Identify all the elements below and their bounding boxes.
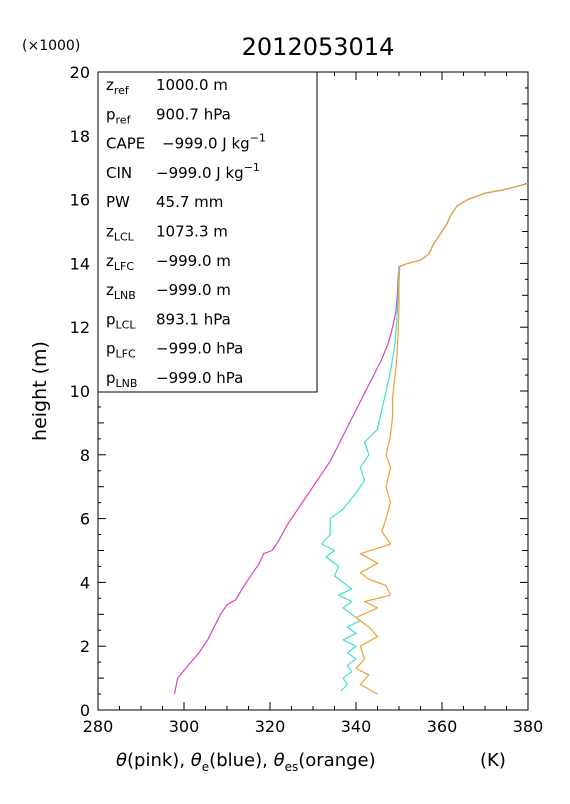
y-tick-label: 16 <box>70 191 90 210</box>
y-tick-label: 8 <box>80 446 90 465</box>
info-label: zref <box>106 76 130 97</box>
info-label: CIN <box>106 164 132 182</box>
series-group <box>173 183 529 695</box>
info-label: PW <box>106 193 130 211</box>
x-axis-label: θ(pink), θe(blue), θes(orange) <box>116 750 376 774</box>
x-tick-label: 360 <box>427 717 458 736</box>
info-label: zLFC <box>106 252 134 273</box>
info-label: zLCL <box>106 223 135 244</box>
info-box <box>97 71 318 393</box>
info-value: −999.0 hPa <box>156 340 243 358</box>
info-value: −999.0 J kg−1 <box>156 161 260 182</box>
y-tick-label: 0 <box>80 701 90 720</box>
y-tick-label: 2 <box>80 637 90 656</box>
info-value: 900.7 hPa <box>156 105 231 123</box>
x-tick-label: 380 <box>513 717 544 736</box>
info-value: 1000.0 m <box>156 76 228 94</box>
info-label: CAPE <box>106 135 145 153</box>
x-tick-label: 340 <box>341 717 372 736</box>
info-label: pref <box>106 105 132 126</box>
info-box-rows: zref 1000.0 m pref 900.7 hPa CAPE −999.0 J kg… <box>106 76 266 390</box>
info-label: pLFC <box>106 340 136 361</box>
y-axis-label: height (m) <box>29 341 51 441</box>
x-axis-ticks: 280 300 320 340 360 380 <box>83 72 544 736</box>
info-value: 45.7 mm <box>156 193 223 211</box>
x-label-theta: θ <box>116 750 127 771</box>
chart-title: 2012053014 <box>242 33 395 61</box>
y-tick-label: 4 <box>80 573 90 592</box>
info-value: −999.0 m <box>156 252 231 270</box>
x-label-e-sub: e <box>202 760 209 774</box>
x-label-theta-e: θ <box>191 750 202 771</box>
y-tick-label: 10 <box>70 382 90 401</box>
info-value: −999.0 hPa <box>156 369 243 387</box>
x-tick-label: 320 <box>255 717 286 736</box>
y-tick-label: 18 <box>70 127 90 146</box>
theta-es-line <box>355 183 529 695</box>
info-value: 1073.3 m <box>156 223 228 241</box>
y-tick-label: 12 <box>70 318 90 337</box>
y-scale-note: (×1000) <box>22 38 80 54</box>
theta-e-line <box>321 183 529 692</box>
info-value: −999.0 J kg−1 <box>162 132 266 153</box>
x-label-theta-es: θ <box>274 750 285 771</box>
x-label-pink: (pink), <box>127 750 191 771</box>
info-value: 893.1 hPa <box>156 310 231 328</box>
info-value: −999.0 m <box>156 281 231 299</box>
x-label-orange: (orange) <box>298 750 375 771</box>
y-tick-label: 6 <box>80 510 90 529</box>
x-tick-label: 300 <box>169 717 200 736</box>
x-tick-label: 280 <box>83 717 114 736</box>
info-label: pLNB <box>106 369 137 390</box>
info-label: zLNB <box>106 281 136 302</box>
info-label: pLCL <box>106 310 136 331</box>
y-tick-label: 14 <box>70 254 90 273</box>
x-label-es-sub: es <box>285 760 299 774</box>
y-tick-label: 20 <box>70 63 90 82</box>
x-label-blue: (blue), <box>209 750 273 771</box>
x-axis-unit: (K) <box>480 750 506 771</box>
